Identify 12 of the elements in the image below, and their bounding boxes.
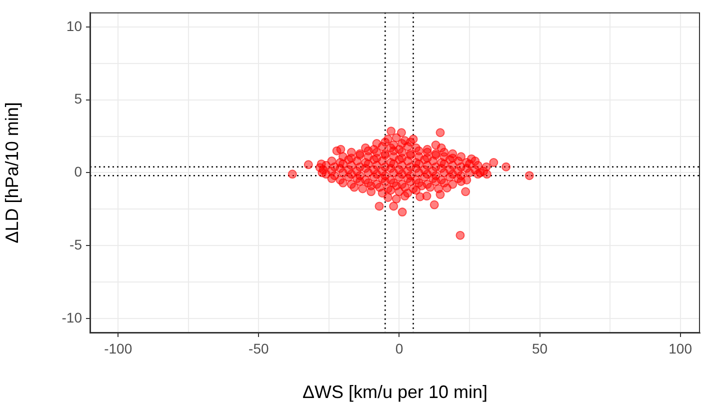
x-tick-label: 0 <box>395 340 404 356</box>
y-tick-label: 5 <box>74 90 82 107</box>
y-tick-label: -5 <box>70 236 82 252</box>
y-tick-label: 0 <box>74 164 82 180</box>
x-tick-label: 100 <box>668 340 692 356</box>
x-tick-label: -100 <box>104 340 132 356</box>
y-tick-label: 10 <box>66 18 82 34</box>
x-axis-title: ΔWS [km/u per 10 min] <box>302 382 488 402</box>
x-tick-label: -50 <box>248 340 269 356</box>
y-tick-label: -10 <box>62 309 82 326</box>
y-axis-title: ΔLD [hPa/10 min] <box>2 102 22 244</box>
x-tick-label: 50 <box>532 340 548 356</box>
